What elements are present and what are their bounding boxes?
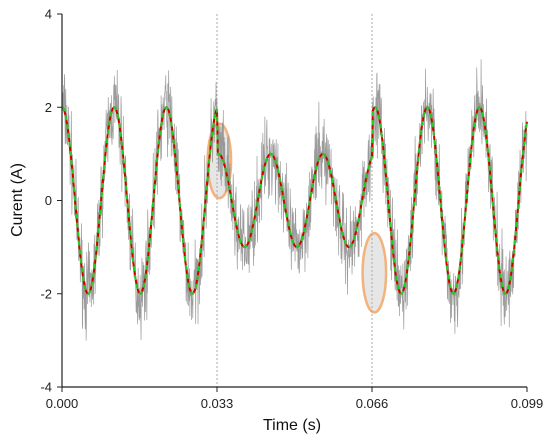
x-axis-title: Time (s) [263, 417, 321, 434]
y-tick-label-3: 0 [45, 193, 52, 208]
y-axis-title: Curent (A) [9, 163, 26, 237]
highlight-circle-2 [361, 231, 388, 314]
series-3-line [61, 106, 528, 295]
x-tick-label-4: 0.099 [511, 396, 544, 411]
y-tick-label-2: -2 [40, 286, 52, 301]
axes [61, 14, 527, 388]
y-tick-label-1: -4 [40, 380, 52, 395]
tick-labels: 0.000 0.033 0.066 0.099 -4 -2 0 2 4 [40, 7, 543, 412]
y-tick-label-4: 2 [45, 100, 52, 115]
highlight-circles [206, 122, 388, 314]
reference-lines [216, 14, 373, 387]
series-layer [61, 59, 528, 341]
series-2-line [61, 106, 528, 295]
x-tick-label-1: 0.000 [46, 396, 79, 411]
series-1-line [61, 59, 528, 341]
x-tick-label-2: 0.033 [201, 396, 234, 411]
y-tick-label-5: 4 [45, 7, 52, 22]
x-tick-label-3: 0.066 [356, 396, 389, 411]
